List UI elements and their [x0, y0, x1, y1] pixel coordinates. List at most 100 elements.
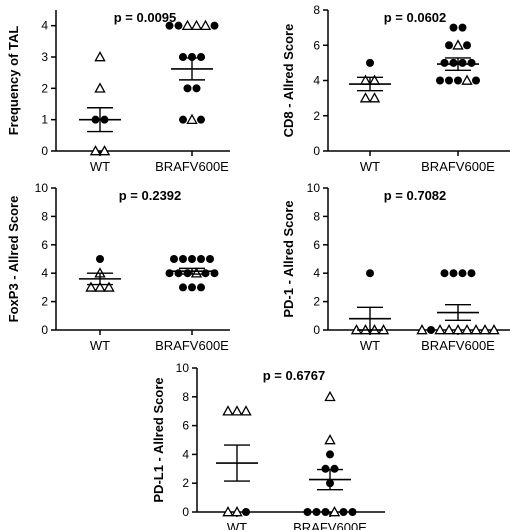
y-tick-label: 8	[41, 209, 48, 223]
y-axis-label: FoxP3 - Allred Score	[6, 196, 21, 323]
data-point-triangle	[488, 324, 500, 335]
data-point-circle	[366, 269, 374, 278]
y-tick-label: 3	[41, 50, 48, 64]
data-point-circle	[179, 283, 187, 292]
data-point-triangle	[85, 281, 97, 292]
data-point-circle	[458, 23, 467, 32]
x-tick-label: BRAFV600E	[155, 338, 229, 353]
data-point-circle	[174, 269, 183, 278]
data-point-circle	[197, 283, 205, 292]
data-point-triangle	[199, 19, 212, 30]
chart-panel-5: 0 2 4 6 8 10 WT BRAFV600E p = 0.6767 PD-L1 - Allr…	[151, 361, 385, 530]
data-point-circle	[321, 464, 330, 473]
y-tick-label: 4	[313, 266, 320, 280]
data-point-circle	[201, 269, 210, 278]
data-point-circle	[467, 269, 476, 278]
x-tick-label: BRAFV600E	[421, 159, 495, 174]
x-tick-label: BRAFV600E	[155, 159, 229, 174]
data-point-circle	[348, 508, 357, 516]
y-tick-label: 10	[307, 181, 321, 195]
data-point-triangle	[94, 281, 106, 292]
y-tick-label: 0	[41, 144, 48, 158]
data-point-circle	[366, 58, 374, 67]
data-point-triangle	[186, 113, 198, 124]
data-point-circle	[467, 58, 476, 67]
data-point-circle	[188, 283, 196, 292]
chart-panel-4: 0 2 4 6 8 10 WT BRAFV600E p = 0.7082 PD-1 - Allre…	[281, 181, 510, 353]
y-tick-label: 0	[313, 144, 320, 158]
data-point-triangle	[222, 405, 234, 416]
chart-panel-1: 0 1 2 3 4 WT BRAFV600E p = 0.0095 Frequency of T…	[6, 10, 230, 174]
data-point-circle	[170, 255, 178, 263]
y-tick-label: 0	[313, 323, 320, 337]
data-point-triangle	[470, 324, 482, 335]
y-tick-label: 6	[41, 238, 48, 252]
p-value-label: p = 0.7082	[384, 188, 447, 203]
data-point-triangle	[416, 324, 428, 335]
data-point-triangle	[479, 324, 491, 335]
data-point-triangle	[452, 324, 464, 335]
data-point-circle	[165, 269, 174, 278]
y-tick-label: 2	[182, 476, 189, 490]
data-point-circle	[210, 269, 219, 278]
data-point-circle	[472, 76, 480, 85]
data-point-triangle	[461, 74, 473, 85]
data-point-circle	[174, 21, 183, 30]
y-tick-label: 2	[313, 109, 320, 123]
data-point-circle	[312, 508, 321, 516]
p-value-label: p = 0.0095	[114, 10, 177, 25]
data-point-triangle	[222, 506, 234, 517]
data-point-circle	[458, 269, 467, 278]
data-point-circle	[183, 269, 192, 278]
data-point-circle	[192, 84, 201, 93]
y-tick-label: 1	[41, 113, 48, 127]
data-point-circle	[210, 21, 219, 30]
data-point-circle	[242, 508, 250, 516]
y-tick-label: 0	[182, 505, 189, 519]
data-point-circle	[445, 41, 453, 50]
y-tick-label: 10	[35, 181, 49, 195]
data-point-triangle	[89, 145, 102, 156]
data-point-circle	[449, 23, 458, 32]
y-tick-label: 10	[176, 361, 190, 375]
x-tick-label: BRAFV600E	[421, 338, 495, 353]
data-point-circle	[183, 84, 192, 93]
data-point-circle	[427, 326, 435, 334]
p-value-label: p = 0.0602	[384, 10, 447, 25]
p-value-label: p = 0.2392	[119, 188, 182, 203]
y-tick-label: 8	[313, 3, 320, 17]
y-tick-label: 2	[41, 295, 48, 309]
data-point-triangle	[452, 39, 464, 50]
y-tick-label: 2	[313, 295, 320, 309]
chart-panel-3: 0 2 4 6 8 10 WT BRAFV600E p = 0.2392 FoxP3 - Allr…	[6, 181, 230, 353]
x-tick-label: WT	[227, 520, 247, 530]
data-point-triangle	[231, 405, 243, 416]
data-point-circle	[188, 255, 196, 263]
data-point-triangle	[240, 405, 252, 416]
y-tick-label: 0	[41, 323, 48, 337]
data-point-circle	[179, 115, 187, 124]
y-axis-label: CD8 - Allred Score	[281, 24, 296, 138]
data-point-triangle	[368, 92, 381, 103]
data-point-circle	[179, 53, 187, 61]
data-point-circle	[440, 58, 449, 67]
y-axis-label: Frequency of TAL	[6, 26, 21, 136]
data-point-circle	[206, 255, 214, 263]
data-point-circle	[197, 255, 205, 263]
data-point-triangle	[94, 82, 106, 93]
data-point-triangle	[443, 324, 455, 335]
data-point-triangle	[190, 267, 203, 278]
data-point-triangle	[94, 51, 106, 62]
data-point-circle	[454, 76, 462, 85]
data-point-circle	[179, 255, 187, 263]
data-point-triangle	[359, 92, 372, 103]
data-point-circle	[326, 450, 334, 459]
data-point-circle	[303, 508, 312, 516]
x-tick-label: BRAFV600E	[293, 520, 367, 530]
data-point-circle	[463, 41, 471, 50]
y-tick-label: 2	[41, 81, 48, 95]
data-point-triangle	[181, 19, 194, 30]
data-point-circle	[321, 508, 330, 516]
y-tick-label: 8	[182, 390, 189, 404]
